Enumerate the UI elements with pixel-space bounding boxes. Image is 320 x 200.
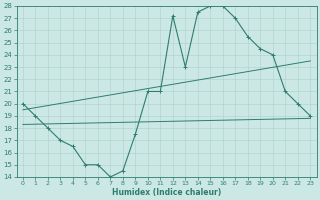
X-axis label: Humidex (Indice chaleur): Humidex (Indice chaleur) — [112, 188, 221, 197]
